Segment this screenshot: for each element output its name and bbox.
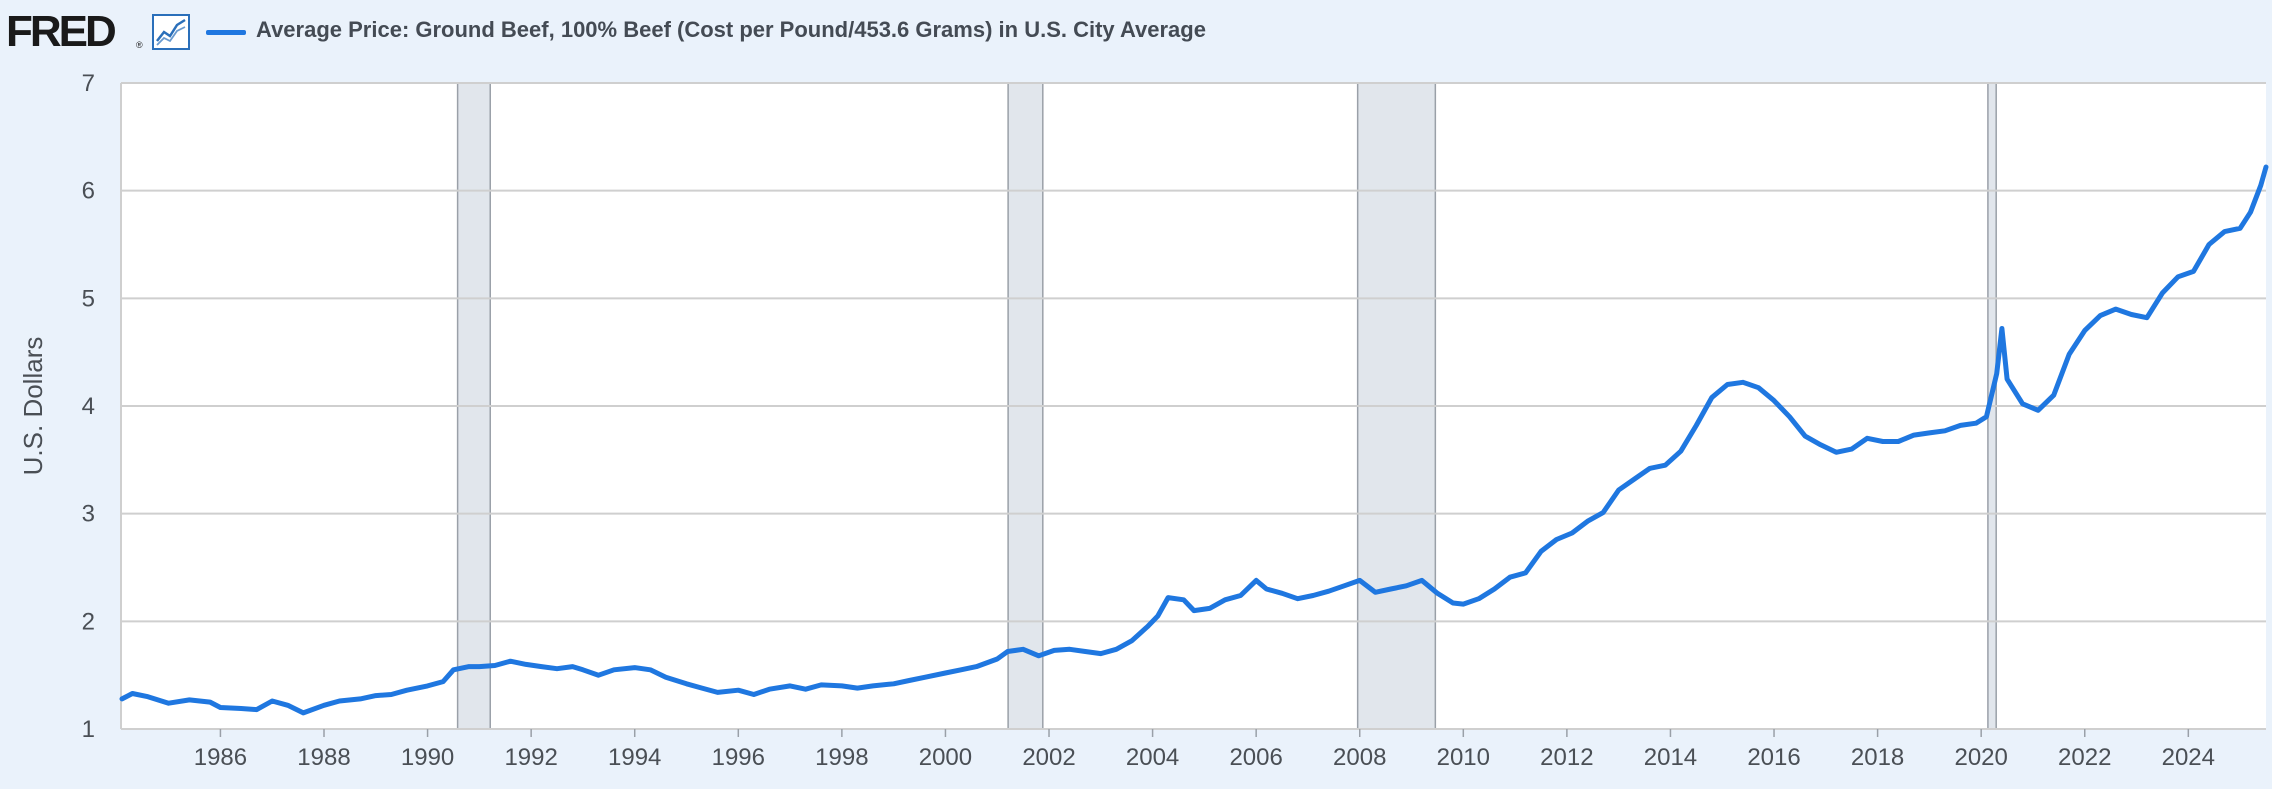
fred-logo[interactable]: FRED bbox=[6, 7, 117, 56]
x-tick-label: 2004 bbox=[1126, 744, 1179, 771]
x-tick-label: 1992 bbox=[504, 744, 557, 771]
registered-mark: ® bbox=[136, 40, 143, 50]
series-layer bbox=[119, 164, 2269, 716]
x-tick-label: 2018 bbox=[1851, 744, 1904, 771]
x-tick-label: 2014 bbox=[1644, 744, 1697, 771]
series-legend-swatch bbox=[206, 30, 246, 35]
x-tick-label: 1990 bbox=[401, 744, 454, 771]
y-tick-label: 1 bbox=[82, 716, 95, 743]
y-tick-label: 4 bbox=[82, 393, 95, 420]
x-tick-label: 2016 bbox=[1747, 744, 1800, 771]
x-axis-ticks: 1986 1988 1990 1992 1994 1996 1998 2000 2002 2004… bbox=[194, 729, 2215, 771]
x-tick-label: 2000 bbox=[919, 744, 972, 771]
chart-title: Average Price: Ground Beef, 100% Beef (C… bbox=[256, 17, 1206, 42]
x-tick-label: 1988 bbox=[297, 744, 350, 771]
x-tick-label: 2002 bbox=[1022, 744, 1075, 771]
x-tick-label: 2012 bbox=[1540, 744, 1593, 771]
y-axis-ticks: 1 2 3 4 5 6 7 bbox=[82, 70, 95, 743]
line-chart-icon[interactable] bbox=[152, 14, 190, 50]
y-tick-label: 5 bbox=[82, 285, 95, 312]
x-tick-label: 1994 bbox=[608, 744, 661, 771]
y-tick-label: 7 bbox=[82, 70, 95, 97]
x-tick-label: 2020 bbox=[1954, 744, 2007, 771]
x-tick-label: 2024 bbox=[2162, 744, 2215, 771]
series-line bbox=[119, 164, 2269, 716]
y-tick-label: 6 bbox=[82, 178, 95, 205]
y-tick-label: 3 bbox=[82, 501, 95, 528]
x-tick-label: 2006 bbox=[1229, 744, 1282, 771]
x-tick-label: 1986 bbox=[194, 744, 247, 771]
x-tick-label: 1998 bbox=[815, 744, 868, 771]
x-tick-label: 2022 bbox=[2058, 744, 2111, 771]
y-axis-title: U.S. Dollars bbox=[18, 337, 48, 476]
chart-header: FRED ® Average Price: Ground Beef, 100% … bbox=[0, 0, 2272, 62]
x-tick-label: 2010 bbox=[1437, 744, 1490, 771]
x-tick-label: 1996 bbox=[712, 744, 765, 771]
x-tick-label: 2008 bbox=[1333, 744, 1386, 771]
y-tick-label: 2 bbox=[82, 608, 95, 635]
gridlines bbox=[120, 82, 2266, 730]
